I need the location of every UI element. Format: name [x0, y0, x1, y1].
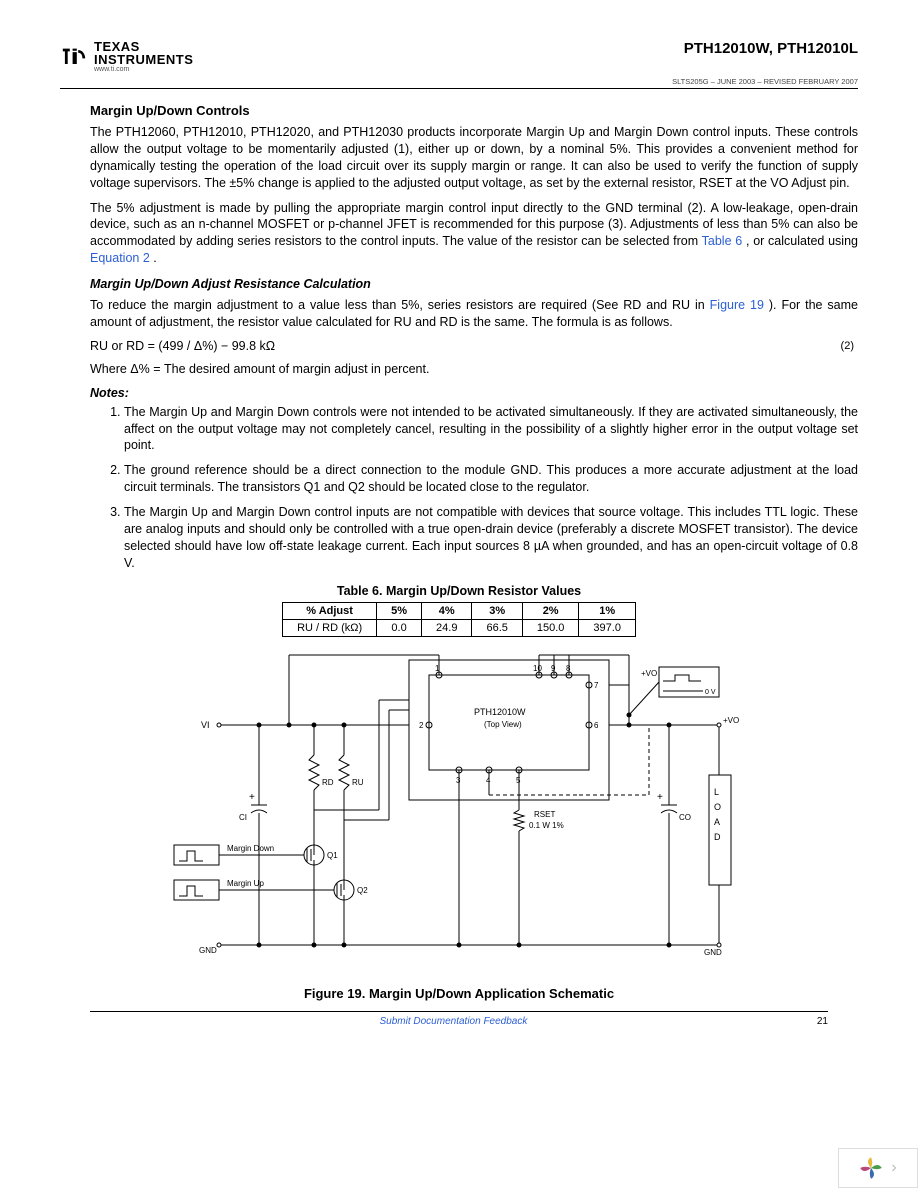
para-3: To reduce the margin adjustment to a val…	[90, 297, 858, 331]
para-2-pre: The 5% adjustment is made by pulling the…	[90, 201, 858, 249]
table-header: 3%	[472, 602, 522, 619]
where-line: Where Δ% = The desired amount of margin …	[90, 361, 858, 378]
svg-text:CI: CI	[239, 813, 247, 822]
subsection-title-calc: Margin Up/Down Adjust Resistance Calcula…	[90, 277, 858, 291]
svg-text:+: +	[249, 792, 255, 803]
svg-text:PTH12010W: PTH12010W	[474, 707, 526, 717]
table-cell: 397.0	[579, 619, 636, 636]
svg-text:Q1: Q1	[327, 851, 338, 860]
svg-text:GND: GND	[199, 946, 217, 955]
table-cell: 0.0	[377, 619, 422, 636]
notes-list: The Margin Up and Margin Down controls w…	[110, 404, 858, 572]
svg-text:6: 6	[594, 721, 599, 730]
equation-body: RU or RD = (499 / Δ%) − 99.8 kΩ	[90, 339, 275, 353]
svg-text:Margin Up: Margin Up	[227, 879, 264, 888]
link-table6[interactable]: Table 6	[702, 234, 743, 248]
svg-text:0 V: 0 V	[705, 689, 716, 696]
table-header: 1%	[579, 602, 636, 619]
section-title-margin: Margin Up/Down Controls	[90, 103, 858, 118]
table-6-caption: Table 6. Margin Up/Down Resistor Values	[60, 584, 858, 598]
note-3: The Margin Up and Margin Down control in…	[124, 504, 858, 572]
ti-logo-block: TEXAS INSTRUMENTS www.ti.com	[60, 40, 193, 73]
table-header: 4%	[422, 602, 472, 619]
svg-text:+VO: +VO	[723, 716, 739, 725]
svg-text:RD: RD	[322, 778, 334, 787]
svg-text:10: 10	[533, 664, 542, 673]
svg-text:L: L	[714, 787, 719, 797]
table-cell: 150.0	[522, 619, 579, 636]
svg-text:GND: GND	[704, 948, 722, 957]
svg-text:Margin Down: Margin Down	[227, 844, 274, 853]
table-row: % Adjust 5% 4% 3% 2% 1%	[283, 602, 636, 619]
para-1: The PTH12060, PTH12010, PTH12020, and PT…	[90, 124, 858, 192]
svg-text:7: 7	[594, 681, 599, 690]
table-cell: RU / RD (kΩ)	[283, 619, 377, 636]
table-6: % Adjust 5% 4% 3% 2% 1% RU / RD (kΩ) 0.0…	[282, 602, 636, 637]
para-3-pre: To reduce the margin adjustment to a val…	[90, 298, 710, 312]
part-numbers: PTH12010W, PTH12010L	[684, 40, 858, 57]
svg-text:CO: CO	[679, 813, 691, 822]
chevron-right-icon: ›	[891, 1159, 896, 1177]
svg-text:+: +	[657, 792, 663, 803]
table-cell: 24.9	[422, 619, 472, 636]
corner-widget[interactable]: ›	[838, 1148, 918, 1188]
link-eq2[interactable]: Equation 2	[90, 251, 150, 265]
svg-text:(Top View): (Top View)	[484, 720, 522, 729]
note-1: The Margin Up and Margin Down controls w…	[124, 404, 858, 455]
svg-text:2: 2	[419, 721, 424, 730]
footer-feedback-link[interactable]: Submit Documentation Feedback	[380, 1016, 528, 1027]
para-2: The 5% adjustment is made by pulling the…	[90, 200, 858, 268]
svg-text:O: O	[714, 802, 721, 812]
brand-bottom: INSTRUMENTS	[94, 53, 193, 66]
svg-text:A: A	[714, 817, 720, 827]
note-2: The ground reference should be a direct …	[124, 462, 858, 496]
table-header: % Adjust	[283, 602, 377, 619]
para-2-mid: , or calculated using	[746, 234, 858, 248]
svg-text:RSET: RSET	[534, 810, 555, 819]
svg-text:+VO: +VO	[641, 669, 657, 678]
schematic-wrap: 1 10 9 8 2 7 6 3 4 5 PTH12010W (Top View…	[60, 645, 858, 978]
equation-number: (2)	[841, 340, 854, 352]
docline: SLTS205G – JUNE 2003 – REVISED FEBRUARY …	[60, 77, 858, 89]
footer-page-number: 21	[817, 1016, 828, 1027]
svg-text:VI: VI	[201, 720, 210, 730]
table-row: RU / RD (kΩ) 0.0 24.9 66.5 150.0 397.0	[283, 619, 636, 636]
svg-text:Q2: Q2	[357, 886, 368, 895]
table-cell: 66.5	[472, 619, 522, 636]
link-fig19[interactable]: Figure 19	[710, 298, 764, 312]
svg-text:D: D	[714, 832, 721, 842]
schematic-svg: 1 10 9 8 2 7 6 3 4 5 PTH12010W (Top View…	[139, 645, 779, 975]
notes-label: Notes:	[90, 386, 858, 400]
figure-19-caption: Figure 19. Margin Up/Down Application Sc…	[60, 986, 858, 1001]
para-2-end: .	[153, 251, 156, 265]
pinwheel-icon	[859, 1156, 883, 1180]
equation-2: RU or RD = (499 / Δ%) − 99.8 kΩ (2)	[90, 339, 858, 353]
svg-text:RU: RU	[352, 778, 364, 787]
brand-url: www.ti.com	[94, 66, 193, 73]
table-header: 2%	[522, 602, 579, 619]
table-header: 5%	[377, 602, 422, 619]
ti-logo-icon	[60, 43, 88, 71]
svg-text:0.1 W 1%: 0.1 W 1%	[529, 821, 564, 830]
footer-rule	[90, 1011, 828, 1012]
